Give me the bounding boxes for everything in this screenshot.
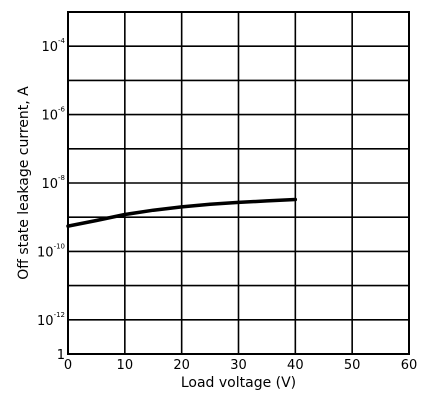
x-tick-label: 40 [287,358,304,373]
y-tick-exponent: -6 [58,106,66,114]
x-tick-label: 10 [117,358,134,373]
data-series [66,197,298,228]
y-tick-exponent: -12 [54,311,65,319]
y-tick-exponent: -10 [54,242,65,250]
y-tick-label: 10-12 [37,311,65,329]
y-tick-base: 10 [37,314,54,329]
y-tick-label: 10-8 [41,174,65,192]
vertical-gridlines [124,12,353,354]
y-tick-exponent: -8 [58,174,65,182]
series-line [66,197,298,228]
y-tick-base: 10 [41,40,58,55]
y-tick-base: 10 [41,109,58,124]
y-tick-base: 10 [41,177,58,192]
y-tick-label: 10-6 [41,106,65,124]
x-tick-label: 30 [230,358,247,373]
x-tick-label: 0 [64,358,72,373]
x-tick-labels: 0 10 20 30 40 50 60 [64,358,417,373]
x-tick-label: 60 [401,358,418,373]
y-tick-label: 10-10 [37,242,65,260]
plot-frame [67,11,410,355]
y-tick-label: 10-4 [41,37,65,55]
x-axis-label: Load voltage (V) [181,375,296,391]
y-tick-label: 1 [57,348,65,363]
y-tick-base: 1 [57,348,65,363]
y-axis-label: Off state leakage current, A [16,86,32,280]
x-tick-label: 20 [173,358,190,373]
y-tick-base: 10 [37,245,54,260]
x-tick-label: 50 [344,358,361,373]
y-tick-exponent: -4 [58,37,66,45]
